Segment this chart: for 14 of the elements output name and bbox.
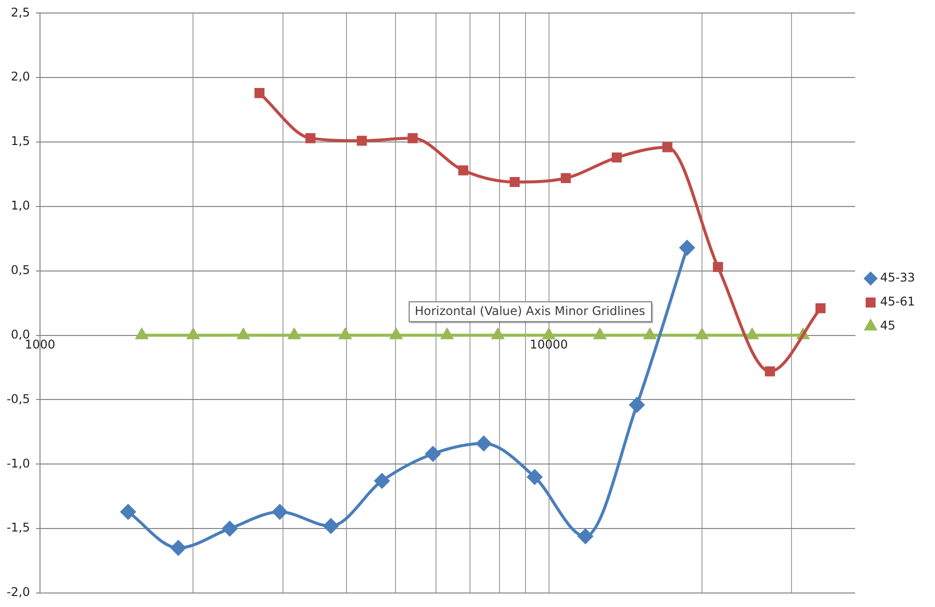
annotation: Horizontal (Value) Axis Minor Gridlines <box>414 304 646 318</box>
legend-label: 45 <box>880 318 896 333</box>
legend-label: 45-33 <box>880 270 916 285</box>
y-tick-label: -1,0 <box>6 456 30 470</box>
y-tick-label: 2,5 <box>10 5 30 20</box>
y-tick-label: -1,5 <box>6 520 30 535</box>
x-tick-label: 10000 <box>530 338 568 352</box>
y-tick-label: 0,5 <box>10 263 30 278</box>
y-tick-label: -0,5 <box>6 392 30 406</box>
y-tick-label: -2,0 <box>6 585 30 600</box>
y-tick-label: 1,0 <box>10 198 30 213</box>
y-tick-label: 1,5 <box>10 134 30 148</box>
legend-label: 45-61 <box>880 294 916 309</box>
y-tick-label: 2,0 <box>10 70 30 84</box>
